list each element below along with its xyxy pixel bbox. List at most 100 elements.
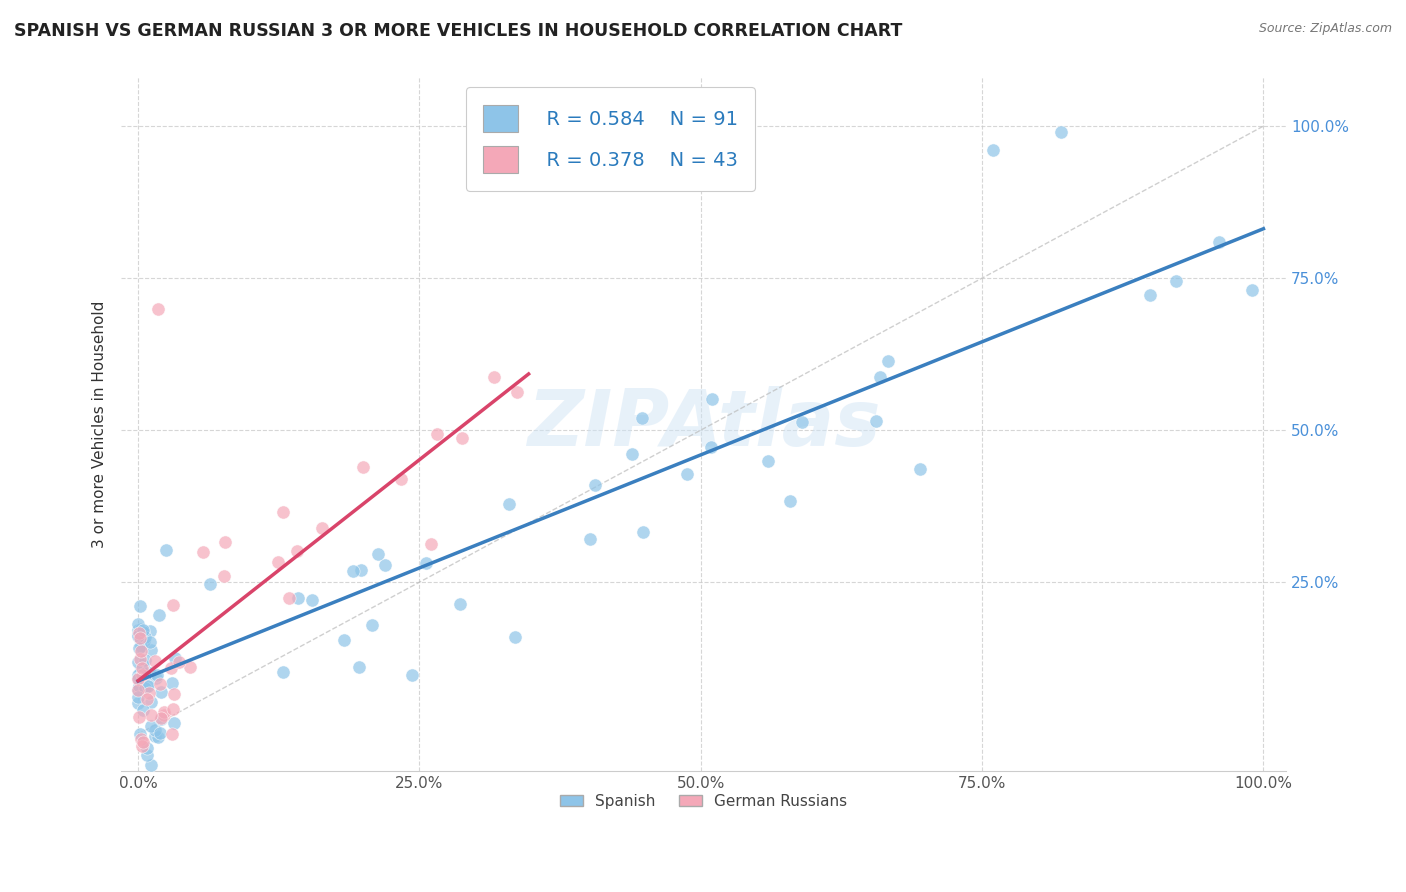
- Point: [579, 532, 602, 546]
- Point: [131, 671, 153, 685]
- Point: [165, 651, 187, 665]
- Point: [278, 591, 301, 606]
- Point: [1164, 274, 1187, 288]
- Text: Source: ZipAtlas.com: Source: ZipAtlas.com: [1258, 22, 1392, 36]
- Point: [135, 667, 157, 681]
- Point: [131, 661, 153, 675]
- Point: [983, 144, 1005, 158]
- Point: [134, 630, 156, 644]
- Point: [160, 727, 183, 741]
- Point: [311, 521, 333, 535]
- Point: [128, 599, 150, 613]
- Point: [127, 683, 149, 698]
- Point: [149, 725, 172, 739]
- Text: SPANISH VS GERMAN RUSSIAN 3 OR MORE VEHICLES IN HOUSEHOLD CORRELATION CHART: SPANISH VS GERMAN RUSSIAN 3 OR MORE VEHI…: [14, 22, 903, 40]
- Point: [193, 545, 215, 559]
- Point: [198, 576, 221, 591]
- Point: [212, 569, 235, 583]
- Point: [676, 467, 699, 482]
- Point: [136, 679, 159, 693]
- Point: [699, 440, 721, 454]
- Point: [132, 625, 155, 640]
- Point: [131, 660, 153, 674]
- Point: [271, 665, 294, 679]
- Point: [367, 547, 389, 561]
- Point: [127, 668, 149, 682]
- Point: [131, 703, 153, 717]
- Point: [506, 385, 529, 400]
- Point: [271, 505, 294, 519]
- Point: [143, 730, 166, 744]
- Point: [127, 655, 149, 669]
- Point: [132, 657, 155, 672]
- Point: [352, 459, 374, 474]
- Point: [139, 708, 162, 723]
- Y-axis label: 3 or more Vehicles in Household: 3 or more Vehicles in Household: [93, 301, 107, 548]
- Point: [333, 633, 356, 648]
- Point: [1139, 288, 1161, 302]
- Point: [167, 655, 190, 669]
- Point: [349, 659, 371, 673]
- Point: [583, 478, 606, 492]
- Point: [127, 626, 149, 640]
- Point: [136, 747, 159, 762]
- Point: [139, 695, 162, 709]
- Point: [350, 563, 373, 577]
- Point: [790, 415, 813, 429]
- Point: [149, 711, 172, 725]
- Point: [139, 635, 162, 649]
- Point: [127, 696, 149, 710]
- Point: [129, 732, 152, 747]
- Point: [285, 544, 308, 558]
- Point: [865, 414, 887, 428]
- Point: [374, 558, 396, 573]
- Point: [127, 629, 149, 643]
- Point: [631, 524, 654, 539]
- Point: [143, 723, 166, 738]
- Point: [128, 652, 150, 666]
- Point: [401, 667, 423, 681]
- Point: [131, 639, 153, 653]
- Point: [779, 494, 801, 508]
- Point: [146, 730, 169, 744]
- Point: [163, 687, 186, 701]
- Point: [150, 712, 173, 726]
- Point: [1241, 283, 1264, 297]
- Point: [1208, 235, 1230, 250]
- Point: [131, 668, 153, 682]
- Point: [127, 671, 149, 685]
- Point: [621, 447, 644, 461]
- Point: [631, 410, 654, 425]
- Point: [145, 671, 167, 685]
- Point: [149, 685, 172, 699]
- Point: [700, 392, 723, 406]
- Point: [129, 639, 152, 653]
- Point: [342, 564, 364, 578]
- Point: [908, 461, 931, 475]
- Point: [129, 632, 152, 646]
- Point: [139, 624, 162, 638]
- Point: [267, 555, 290, 569]
- Point: [128, 710, 150, 724]
- Point: [389, 472, 412, 486]
- Point: [129, 727, 152, 741]
- Point: [426, 427, 449, 442]
- Point: [129, 665, 152, 680]
- Point: [869, 370, 891, 384]
- Point: [876, 353, 898, 368]
- Point: [128, 640, 150, 655]
- Point: [127, 617, 149, 632]
- Point: [214, 535, 236, 549]
- Point: [136, 741, 159, 756]
- Point: [127, 624, 149, 638]
- Point: [139, 757, 162, 772]
- Point: [135, 692, 157, 706]
- Point: [160, 676, 183, 690]
- Point: [146, 668, 169, 682]
- Point: [138, 686, 160, 700]
- Point: [149, 677, 172, 691]
- Point: [498, 497, 520, 511]
- Point: [128, 679, 150, 693]
- Point: [153, 705, 176, 719]
- Point: [148, 608, 170, 623]
